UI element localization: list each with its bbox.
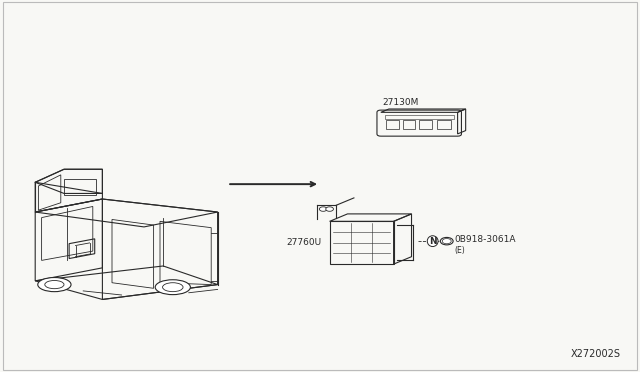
Bar <box>437 120 451 129</box>
Circle shape <box>440 237 453 245</box>
Circle shape <box>326 207 333 211</box>
Text: 27130M: 27130M <box>383 98 419 107</box>
Text: 0B918-3061A: 0B918-3061A <box>454 235 516 244</box>
Text: N: N <box>429 237 436 246</box>
Text: 27760U: 27760U <box>286 238 321 247</box>
Bar <box>419 120 432 129</box>
Bar <box>386 120 399 129</box>
Text: X272002S: X272002S <box>571 349 621 359</box>
Ellipse shape <box>38 278 71 292</box>
Ellipse shape <box>156 280 191 295</box>
Circle shape <box>442 238 451 244</box>
Bar <box>385 115 454 119</box>
Text: (E): (E) <box>454 246 465 254</box>
Circle shape <box>319 207 327 211</box>
Bar <box>403 120 415 129</box>
